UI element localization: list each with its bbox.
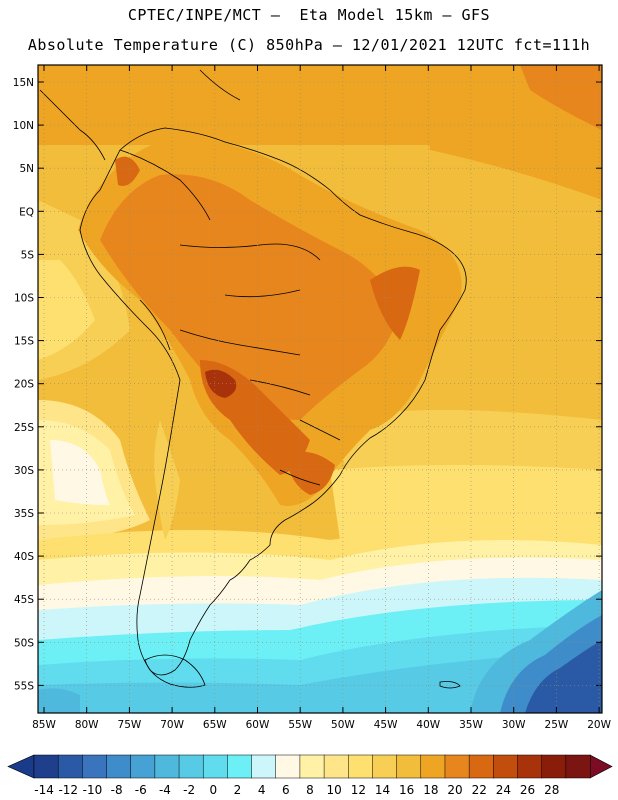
lon-label: 65W: [203, 719, 227, 731]
lat-label: 10N: [13, 120, 34, 132]
colorbar-swatch: [420, 754, 446, 779]
colorbar-label: 8: [306, 783, 314, 797]
colorbar-swatch: [299, 754, 325, 779]
lat-label: 25S: [14, 422, 34, 434]
colorbar-swatch: [178, 754, 204, 779]
colorbar-label: -12: [58, 783, 78, 797]
colorbar-label: -4: [159, 783, 171, 797]
lon-label: 50W: [331, 719, 355, 731]
colorbar-label: 22: [472, 783, 487, 797]
lat-label: 55S: [14, 680, 34, 692]
lat-label: 50S: [14, 637, 34, 649]
lon-label: 25W: [545, 719, 569, 731]
lat-label: 15S: [14, 336, 34, 348]
colorbar-swatch: [372, 754, 398, 779]
lon-label: 40W: [416, 719, 440, 731]
colorbar-label: -8: [111, 783, 123, 797]
longitude-labels: 85W 80W 75W 70W 65W 60W 55W 50W 45W 40W 35W 30W 25W 2…: [32, 719, 611, 731]
lat-label: 15N: [13, 77, 34, 89]
colorbar-swatch: [154, 754, 180, 779]
lat-label: 5N: [19, 163, 34, 175]
map-title-line-1: CPTEC/INPE/MCT – Eta Model 15km – GFS: [127, 6, 491, 24]
lon-label: 35W: [459, 719, 483, 731]
map-frame: [37, 64, 603, 714]
lon-label: 85W: [32, 719, 56, 731]
colorbar-swatch: [396, 754, 422, 779]
colorbar-swatch: [444, 754, 470, 779]
lon-label: 20W: [587, 719, 611, 731]
colorbar-swatch: [541, 754, 567, 779]
temperature-field: [38, 65, 602, 713]
colorbar-label: 2: [234, 783, 242, 797]
lat-label: 45S: [14, 594, 34, 606]
coastlines: [39, 69, 467, 689]
colorbar-label: 10: [327, 783, 342, 797]
colorbar-swatch: [202, 754, 228, 779]
colorbar-swatch: [33, 754, 59, 779]
colorbar-swatch: [323, 754, 349, 779]
colorbar-swatch: [130, 754, 156, 779]
colorbar-label: 6: [282, 783, 290, 797]
colorbar-over-arrow: [589, 754, 613, 779]
lon-label: 30W: [502, 719, 526, 731]
colorbar-label: 24: [496, 783, 511, 797]
map-title-line-2: Absolute Temperature (C) 850hPa – 12/01/…: [27, 36, 591, 54]
colorbar-label: 4: [258, 783, 266, 797]
colorbar-under-arrow: [7, 754, 35, 779]
colorbar-label: 16: [399, 783, 414, 797]
colorbar-label: 12: [351, 783, 366, 797]
colorbar-label: 20: [447, 783, 462, 797]
colorbar-swatch: [517, 754, 543, 779]
colorbar-swatch: [275, 754, 301, 779]
lat-label: 20S: [14, 379, 34, 391]
colorbar-swatch: [348, 754, 373, 779]
colorbar-label: -14: [34, 783, 54, 797]
colorbar-swatch: [493, 754, 519, 779]
lon-label: 70W: [160, 719, 184, 731]
colorbar: -14 -12 -10 -8 -6 -4 -2 0 2 4 6 8 10 12 14 16 18 20 22 24 26…: [7, 754, 613, 797]
colorbar-label: 14: [375, 783, 390, 797]
lat-label: 40S: [14, 551, 34, 563]
colorbar-swatch: [82, 754, 108, 779]
colorbar-label: -2: [183, 783, 195, 797]
colorbar-label: -6: [135, 783, 147, 797]
colorbar-label: 0: [209, 783, 217, 797]
latitude-labels: 15N 10N 5N EQ 5S 10S 15S 20S 25S 30S 35S 40S 45S 50S 5…: [13, 77, 35, 692]
colorbar-swatch: [106, 754, 132, 779]
lat-label: EQ: [19, 206, 34, 218]
lon-label: 75W: [118, 719, 142, 731]
colorbar-swatch: [227, 754, 253, 779]
colorbar-swatch: [251, 754, 277, 779]
lat-label: 30S: [14, 465, 34, 477]
lon-label: 80W: [75, 719, 99, 731]
colorbar-label: -10: [83, 783, 103, 797]
lon-label: 55W: [288, 719, 312, 731]
lat-label: 10S: [14, 293, 34, 305]
colorbar-swatch: [57, 754, 83, 779]
graticule: [38, 65, 602, 713]
colorbar-label: 26: [520, 783, 535, 797]
colorbar-label: 28: [544, 783, 559, 797]
colorbar-swatch: [565, 754, 591, 779]
colorbar-label: 18: [423, 783, 438, 797]
lon-label: 45W: [374, 719, 398, 731]
colorbar-swatch: [468, 754, 494, 779]
lon-label: 60W: [246, 719, 270, 731]
lat-label: 35S: [14, 508, 34, 520]
lat-label: 5S: [21, 249, 35, 261]
